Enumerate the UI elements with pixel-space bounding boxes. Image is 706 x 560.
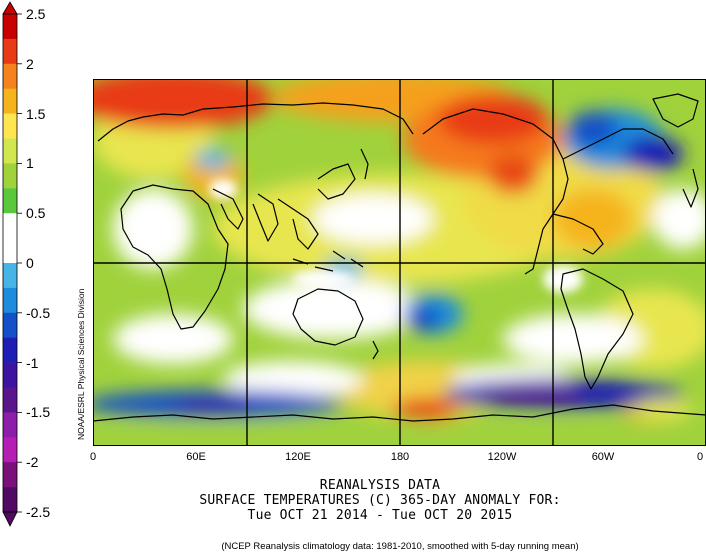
- colorbar-segment: [3, 38, 17, 65]
- colorbar-segment: [3, 337, 17, 363]
- colorbar-tick-label: 0.5: [26, 205, 46, 222]
- lon-label-120e: 120E: [285, 451, 311, 463]
- title-line-2: SURFACE TEMPERATURES (C) 365-DAY ANOMALY…: [199, 493, 561, 508]
- anomaly-map: [93, 79, 706, 446]
- colorbar-tick-label: -2.5: [26, 504, 51, 520]
- colorbar-tick-label: -2: [26, 454, 39, 471]
- lon-label-60w: 60W: [591, 451, 615, 463]
- colorbar-segment: [3, 88, 17, 114]
- colorbar-segment: [3, 287, 17, 314]
- colorbar-segment: [3, 238, 17, 264]
- colorbar-segment: [3, 437, 17, 463]
- colorbar-segment: [3, 213, 17, 239]
- lon-label-0-east: 0: [696, 451, 704, 463]
- footnote: (NCEP Reanalysis climatology data: 1981-…: [221, 541, 579, 552]
- title-line-1: REANALYSIS DATA: [319, 478, 441, 493]
- side-credit-label: NOAA/ESRL Physical Sciences Division: [76, 288, 86, 440]
- colorbar-top-arrow: [2, 1, 18, 15]
- colorbar-segment: [3, 362, 17, 388]
- colorbar-tick-label: 0: [26, 255, 34, 271]
- colorbar-scale: [2, 1, 22, 527]
- colorbar-segment: [3, 412, 17, 438]
- colorbar-legend: 2.5 2 1.5 1 0.5 0 -0.5 -1 -1.5 -2 -2.5: [0, 0, 60, 540]
- lon-label-120w: 120W: [487, 451, 517, 463]
- colorbar-segment: [3, 163, 17, 189]
- colorbar-segment: [3, 312, 17, 338]
- colorbar-segment: [3, 263, 17, 289]
- colorbar-segment: [3, 387, 17, 413]
- colorbar-tick-label: -0.5: [26, 304, 51, 321]
- lon-label-60e: 60E: [186, 451, 206, 463]
- coastlines: [93, 93, 706, 422]
- colorbar-segment: [3, 63, 17, 89]
- colorbar-tick-label: 2: [26, 55, 34, 72]
- title-line-3: Tue OCT 21 2014 - Tue OCT 20 2015: [247, 508, 513, 523]
- colorbar-segment: [3, 188, 17, 214]
- colorbar-tick-label: 2.5: [26, 6, 46, 22]
- map-grid: [93, 79, 706, 446]
- colorbar-tick-label: 1.5: [26, 105, 46, 122]
- lon-label-180: 180: [390, 451, 410, 463]
- colorbar-segment: [3, 138, 17, 164]
- title-block: REANALYSIS DATA SURFACE TEMPERATURES (C)…: [160, 478, 600, 523]
- colorbar-segment: [3, 14, 17, 40]
- colorbar-segment: [3, 487, 17, 513]
- colorbar-tick-label: -1: [26, 354, 39, 371]
- colorbar-segment: [3, 462, 17, 488]
- lon-label-0: 0: [89, 451, 97, 463]
- colorbar-segment: [3, 113, 17, 139]
- colorbar-bottom-arrow: [2, 511, 18, 527]
- colorbar-tick-label: 1: [26, 155, 34, 172]
- colorbar-tick-label: -1.5: [26, 404, 51, 421]
